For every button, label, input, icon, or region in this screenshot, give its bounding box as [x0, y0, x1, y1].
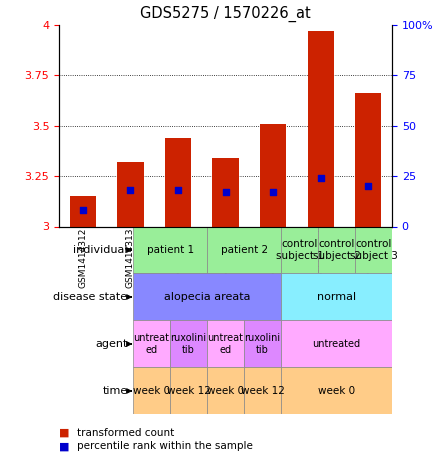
Bar — [307, 31, 334, 226]
Text: untreat
ed: untreat ed — [208, 333, 244, 355]
Bar — [260, 124, 286, 226]
Bar — [117, 162, 144, 226]
Bar — [212, 158, 239, 226]
Text: ruxolini
tib: ruxolini tib — [244, 333, 281, 355]
Bar — [170, 367, 207, 414]
Point — [270, 188, 277, 196]
Bar — [207, 367, 244, 414]
Text: agent: agent — [95, 339, 127, 349]
Text: patient 2: patient 2 — [220, 245, 268, 255]
Text: week 12: week 12 — [166, 386, 211, 396]
Bar — [281, 226, 318, 274]
Text: patient 1: patient 1 — [147, 245, 194, 255]
Text: control
subject 2: control subject 2 — [313, 239, 360, 261]
Bar — [170, 321, 207, 367]
Text: normal: normal — [317, 292, 356, 302]
Bar — [355, 226, 392, 274]
Text: control
subject 1: control subject 1 — [276, 239, 324, 261]
Point — [79, 207, 86, 214]
Point — [127, 187, 134, 194]
Text: untreat
ed: untreat ed — [134, 333, 170, 355]
Text: ■: ■ — [59, 428, 70, 438]
Text: transformed count: transformed count — [77, 428, 174, 438]
Text: ■: ■ — [59, 441, 70, 451]
Text: week 0: week 0 — [133, 386, 170, 396]
Point — [174, 187, 181, 194]
Bar — [281, 274, 392, 321]
Bar — [133, 226, 207, 274]
Bar — [133, 367, 170, 414]
Text: week 0: week 0 — [318, 386, 355, 396]
Point — [222, 188, 229, 196]
Point — [365, 183, 372, 190]
Bar — [355, 93, 381, 226]
Bar — [133, 274, 281, 321]
Bar — [207, 321, 244, 367]
Text: ruxolini
tib: ruxolini tib — [170, 333, 207, 355]
Bar — [244, 367, 281, 414]
Bar — [165, 138, 191, 226]
Bar — [244, 321, 281, 367]
Text: untreated: untreated — [312, 339, 360, 349]
Bar — [133, 321, 170, 367]
Bar — [318, 226, 355, 274]
Text: individual: individual — [73, 245, 127, 255]
Bar — [70, 196, 96, 226]
Bar — [281, 367, 392, 414]
Text: alopecia areata: alopecia areata — [164, 292, 251, 302]
Text: control
subject 3: control subject 3 — [350, 239, 397, 261]
Point — [317, 174, 324, 182]
Text: week 0: week 0 — [207, 386, 244, 396]
Text: week 12: week 12 — [240, 386, 285, 396]
Title: GDS5275 / 1570226_at: GDS5275 / 1570226_at — [140, 6, 311, 22]
Text: percentile rank within the sample: percentile rank within the sample — [77, 441, 253, 451]
Bar — [207, 226, 281, 274]
Bar — [281, 321, 392, 367]
Text: time: time — [102, 386, 127, 396]
Text: disease state: disease state — [53, 292, 127, 302]
